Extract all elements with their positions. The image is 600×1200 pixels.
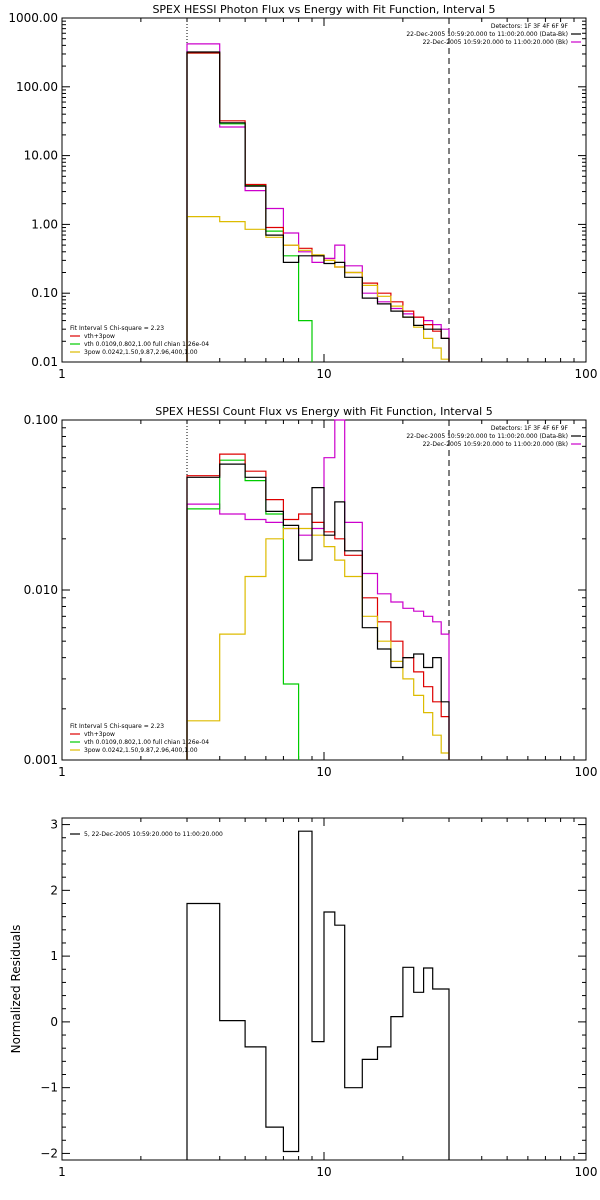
series-line xyxy=(186,453,450,760)
y-tick-label: 0.10 xyxy=(31,286,58,300)
chart-3: 1 10 100 −2 −1 0 1 2 3 Normalized Residuals 5, 22-… xyxy=(9,817,598,1179)
fit-legend-header: Fit Interval 5 Chi-square = 2.23 xyxy=(70,325,164,332)
y-tick-label: −2 xyxy=(40,1146,58,1160)
chart-2: SPEX HESSI Count Flux vs Energy with Fit… xyxy=(24,405,598,779)
series-line xyxy=(186,51,450,362)
chart-title: SPEX HESSI Photon Flux vs Energy with Fi… xyxy=(152,3,495,16)
series-line xyxy=(186,52,450,362)
series-line xyxy=(186,830,450,1160)
y-tick-label: 0 xyxy=(50,1015,58,1029)
x-tick-label: 1 xyxy=(58,765,66,779)
y-tick-label: 1000.00 xyxy=(8,11,58,25)
x-tick-label: 1 xyxy=(58,1165,66,1179)
x-tick-label: 100 xyxy=(575,765,598,779)
x-tick-label: 10 xyxy=(316,765,331,779)
y-tick-label: 100.00 xyxy=(16,80,58,94)
y-tick-label: 1.00 xyxy=(31,217,58,231)
x-tick-label: 100 xyxy=(575,367,598,381)
fit-legend-header: Fit Interval 5 Chi-square = 2.23 xyxy=(70,723,164,730)
y-tick-label: 3 xyxy=(50,818,58,832)
top-legend-text: 22-Dec-2005 10:59:20.000 to 11:00:20.000… xyxy=(406,31,568,38)
y-axis-label: Normalized Residuals xyxy=(9,925,23,1054)
y-tick-label: 0.01 xyxy=(31,355,58,369)
top-legend-text: 22-Dec-2005 10:59:20.000 to 11:00:20.000… xyxy=(423,441,568,448)
fit-legend-text: vth 0.0109,0.802,1.00 full chian 1.26e-0… xyxy=(84,739,209,746)
fit-legend-text: 3pow 0.0242,1.50,9.87,2.96,400,1.00 xyxy=(84,747,198,754)
top-legend-text: Detectors: 1F 3F 4F 6F 9F xyxy=(491,425,569,432)
y-tick-label: 0.100 xyxy=(24,413,58,427)
series-line xyxy=(186,43,450,362)
fit-legend-text: vth+3pow xyxy=(84,731,115,738)
top-legend-text: 22-Dec-2005 10:59:20.000 to 11:00:20.000… xyxy=(406,433,568,440)
y-tick-label: 2 xyxy=(50,883,58,897)
x-tick-label: 100 xyxy=(575,1165,598,1179)
chart-title: SPEX HESSI Count Flux vs Energy with Fit… xyxy=(155,405,492,418)
y-tick-label: 0.010 xyxy=(24,583,58,597)
series-line xyxy=(186,216,450,362)
top-legend-text: 22-Dec-2005 10:59:20.000 to 11:00:20.000… xyxy=(423,39,568,46)
series-line xyxy=(186,463,450,760)
y-tick-label: 1 xyxy=(50,949,58,963)
y-tick-label: 10.00 xyxy=(24,149,58,163)
series-line xyxy=(186,419,450,760)
x-tick-label: 10 xyxy=(316,367,331,381)
series-line xyxy=(186,459,300,760)
y-tick-label: 0.001 xyxy=(24,753,58,767)
x-tick-label: 1 xyxy=(58,367,66,381)
chart-1: SPEX HESSI Photon Flux vs Energy with Fi… xyxy=(8,3,597,381)
fit-legend-text: vth+3pow xyxy=(84,333,115,340)
series-line xyxy=(186,52,313,362)
fit-legend-text: 3pow 0.0242,1.50,9.87,2.96,400,1.00 xyxy=(84,349,198,356)
plot-frame xyxy=(61,17,587,363)
legend-text: 5, 22-Dec-2005 10:59:20.000 to 11:00:20.… xyxy=(84,831,223,838)
series-line xyxy=(186,527,450,760)
y-tick-label: −1 xyxy=(40,1081,58,1095)
fit-legend-text: vth 0.0109,0.802,1.00 full chian 1.26e-0… xyxy=(84,341,209,348)
top-legend-text: Detectors: 1F 3F 4F 6F 9F xyxy=(491,23,569,30)
x-tick-label: 10 xyxy=(316,1165,331,1179)
